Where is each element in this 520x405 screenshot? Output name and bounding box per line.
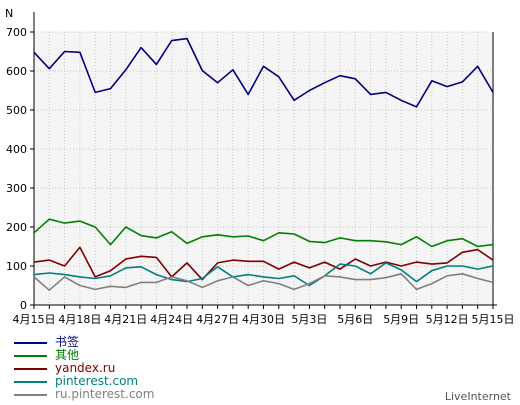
series-line [33, 246, 494, 281]
legend-item: pinterest.com [14, 375, 154, 388]
x-tick-label: 5月6日 [337, 313, 373, 326]
x-tick-label: 5月15日 [472, 313, 515, 326]
x-tick-label: 5月9日 [383, 313, 419, 326]
y-tick-label: 100 [6, 260, 27, 273]
x-tick-label: 5月3日 [291, 313, 327, 326]
legend-swatch [14, 380, 47, 383]
x-tick-label: 4月24日 [150, 313, 193, 326]
legend: 书签 其他 yandex.ru pinterest.com ru.pintere… [14, 336, 154, 401]
legend-label: pinterest.com [55, 374, 139, 388]
x-tick-label: 4月27日 [196, 313, 239, 326]
y-tick-label: 700 [6, 26, 27, 39]
legend-swatch [14, 341, 47, 344]
legend-swatch [14, 393, 47, 396]
x-tick-label: 5月12日 [426, 313, 469, 326]
x-tick-label: 4月21日 [104, 313, 147, 326]
legend-label: yandex.ru [55, 361, 116, 375]
y-tick-label: 200 [6, 221, 27, 234]
legend-label: ru.pinterest.com [55, 387, 155, 401]
y-tick-label: 300 [6, 182, 27, 195]
legend-swatch [14, 367, 47, 370]
legend-item: 其他 [14, 349, 154, 362]
watermark: LiveInternet [444, 390, 511, 403]
legend-item: yandex.ru [14, 362, 154, 375]
y-tick-label: 0 [20, 299, 27, 312]
x-tick-label: 4月15日 [13, 313, 56, 326]
y-tick-label: 500 [6, 104, 27, 117]
series-line [33, 37, 494, 108]
x-tick-label: 4月30日 [242, 313, 285, 326]
series-line [33, 262, 494, 287]
x-tick-label: 4月18日 [58, 313, 101, 326]
series-line [33, 272, 494, 292]
y-tick-label: 400 [6, 143, 27, 156]
y-tick-label: 600 [6, 65, 27, 78]
legend-item: 书签 [14, 336, 154, 349]
plot-area [34, 32, 493, 305]
legend-swatch [14, 354, 47, 357]
legend-label: 其他 [55, 348, 80, 362]
series-line [33, 218, 494, 248]
legend-item: ru.pinterest.com [14, 388, 154, 401]
legend-label: 书签 [55, 335, 80, 349]
y-axis-label: N [5, 7, 13, 20]
